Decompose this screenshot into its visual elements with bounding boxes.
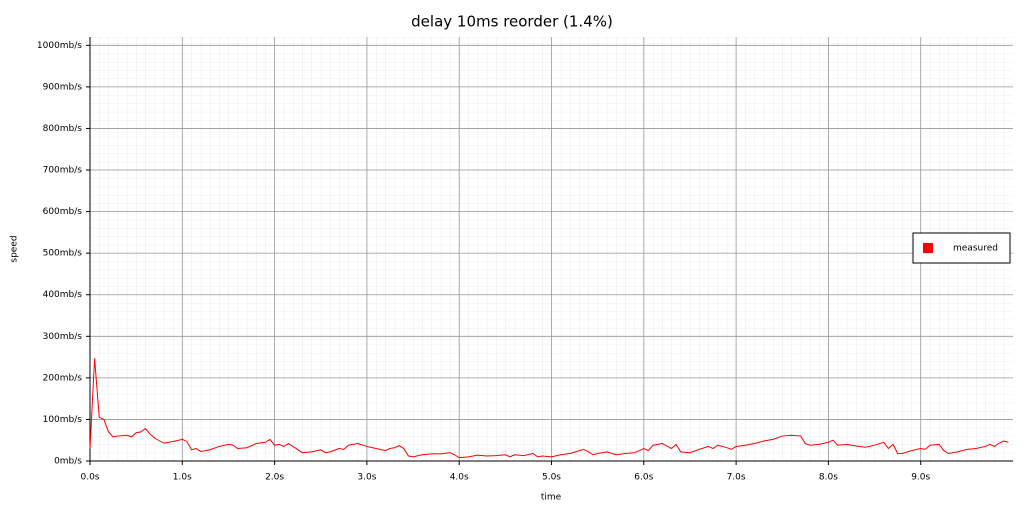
y-tick-label: 600mb/s [43, 207, 83, 217]
y-tick-label: 500mb/s [43, 249, 83, 259]
x-tick-label: 6.0s [634, 473, 653, 483]
x-tick-label: 1.0s [173, 473, 192, 483]
x-tick-label: 3.0s [357, 473, 376, 483]
y-tick-label: 300mb/s [43, 332, 83, 342]
legend-label: measured [953, 244, 998, 254]
y-tick-label: 100mb/s [43, 415, 83, 425]
x-tick-label: 7.0s [727, 473, 746, 483]
data-line [89, 358, 1009, 459]
x-tick-label: 5.0s [542, 473, 561, 483]
y-tick-label: 400mb/s [43, 290, 83, 300]
chart-title: delay 10ms reorder (1.4%) [411, 13, 613, 31]
x-tick-label: 8.0s [819, 473, 838, 483]
y-tick-label: 800mb/s [43, 124, 83, 134]
y-tick-label: 0mb/s [54, 457, 82, 467]
y-tick-label: 1000mb/s [37, 41, 82, 51]
legend-swatch [923, 243, 933, 253]
x-axis-label: time [541, 493, 562, 503]
x-tick-label: 2.0s [265, 473, 284, 483]
y-axis-label: speed [10, 235, 20, 262]
x-tick-label: 9.0s [911, 473, 930, 483]
y-tick-label: 200mb/s [43, 373, 83, 383]
x-tick-label: 4.0s [450, 473, 469, 483]
x-tick-label: 0.0s [80, 473, 99, 483]
y-tick-label: 900mb/s [43, 82, 83, 92]
y-tick-label: 700mb/s [43, 166, 83, 176]
